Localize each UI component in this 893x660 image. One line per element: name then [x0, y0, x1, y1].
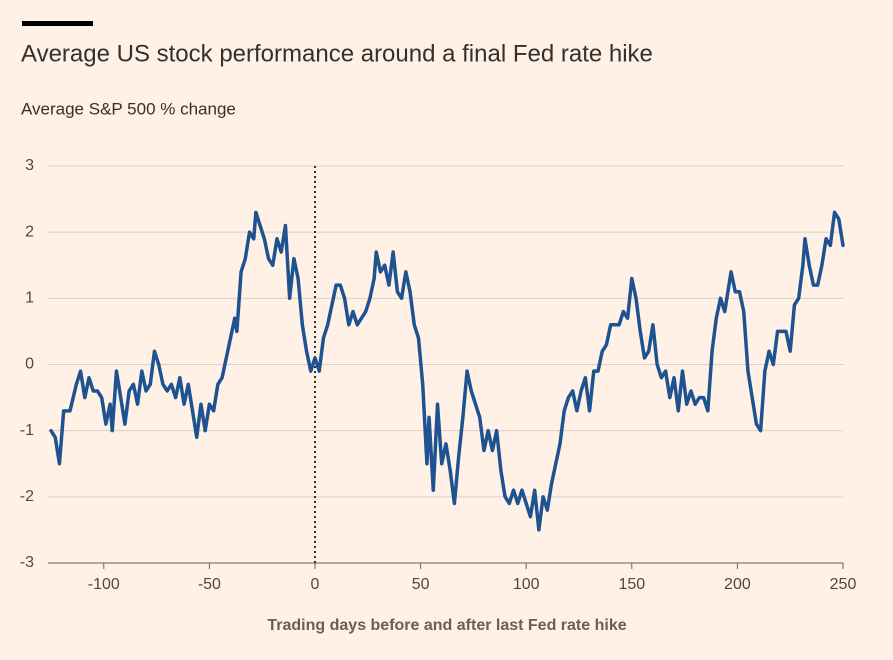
chart-title: Average US stock performance around a fi…: [21, 40, 653, 67]
brand-bar: [22, 21, 93, 26]
x-tick-label: 200: [724, 576, 751, 593]
chart-subtitle: Average S&P 500 % change: [21, 99, 236, 118]
x-tick-label: 0: [311, 576, 320, 593]
y-tick-label: 0: [25, 356, 34, 373]
y-tick-label: 3: [25, 157, 34, 174]
x-tick-label: 150: [618, 576, 645, 593]
x-tick-label: 250: [830, 576, 857, 593]
x-tick-label: -50: [198, 576, 221, 593]
data-line: [49, 210, 845, 532]
y-tick-label: 1: [25, 290, 34, 307]
y-tick-label: -1: [20, 422, 34, 439]
y-tick-label: -2: [20, 488, 34, 505]
x-tick-label: 100: [513, 576, 540, 593]
x-tick-label: 50: [412, 576, 430, 593]
y-tick-label: 2: [25, 223, 34, 240]
x-tick-label: -100: [88, 576, 120, 593]
x-axis-label: Trading days before and after last Fed r…: [267, 617, 626, 634]
y-tick-label: -3: [20, 554, 34, 571]
